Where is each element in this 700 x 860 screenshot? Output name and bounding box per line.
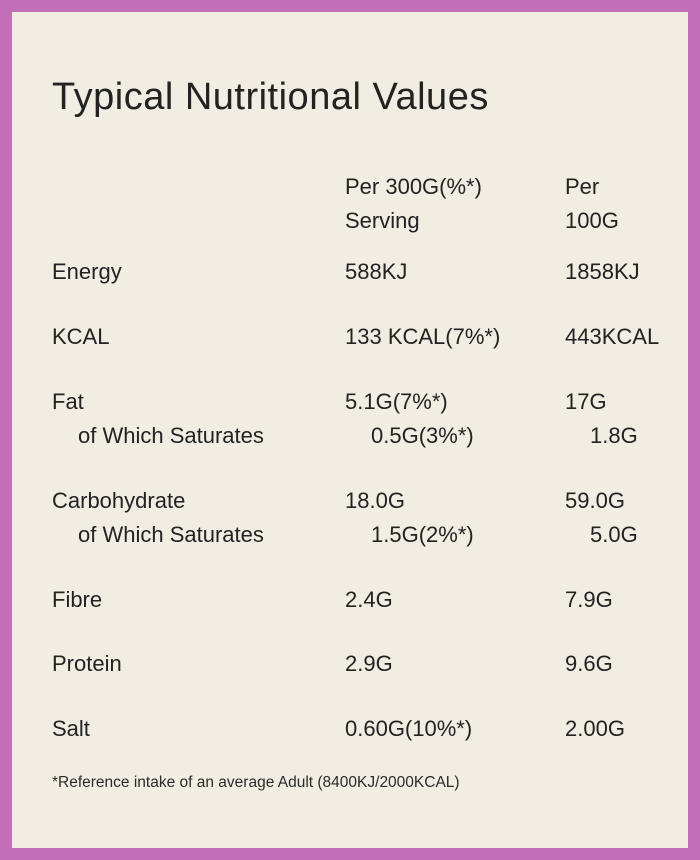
row-per100-protein: 9.6G	[565, 651, 613, 676]
reference-intake-footnote: *Reference intake of an average Adult (8…	[52, 774, 460, 791]
row-label-carb-saturates: of Which Saturates	[78, 522, 264, 547]
row-per100-carbohydrate: 59.0G	[565, 488, 625, 513]
row-serving-carbohydrate: 18.0G	[345, 488, 405, 513]
row-label-fat: Fat	[52, 389, 84, 414]
row-serving-carb-saturates: 1.5G(2%*)	[371, 522, 474, 547]
row-label-kcal: KCAL	[52, 324, 110, 349]
row-serving-salt: 0.60G(10%*)	[345, 716, 473, 741]
row-per100-kcal: 443KCAL	[565, 324, 660, 349]
header-per-serving-line1: Per 300G(%*)	[345, 174, 482, 199]
header-per-100g-line2: 100G	[565, 208, 619, 233]
nutrition-card: Typical Nutritional Values Per 300G(%*) …	[12, 12, 688, 848]
row-per100-fat: 17G	[565, 389, 607, 414]
header-per-serving-line2: Serving	[345, 208, 420, 233]
row-per100-salt: 2.00G	[565, 716, 625, 741]
row-serving-protein: 2.9G	[345, 651, 393, 676]
row-label-carbohydrate: Carbohydrate	[52, 488, 186, 513]
row-serving-fat: 5.1G(7%*)	[345, 389, 448, 414]
header-per-100g-line1: Per	[565, 174, 600, 199]
row-per100-energy: 1858KJ	[565, 259, 640, 284]
row-label-protein: Protein	[52, 651, 122, 676]
row-label-energy: Energy	[52, 259, 122, 284]
row-label-fibre: Fibre	[52, 587, 103, 612]
row-per100-fat-saturates: 1.8G	[590, 423, 638, 448]
row-per100-fibre: 7.9G	[565, 587, 613, 612]
row-serving-fibre: 2.4G	[345, 587, 393, 612]
row-label-fat-saturates: of Which Saturates	[78, 423, 264, 448]
page-title: Typical Nutritional Values	[52, 76, 489, 118]
row-per100-carb-saturates: 5.0G	[590, 522, 638, 547]
row-label-salt: Salt	[52, 716, 90, 741]
row-serving-fat-saturates: 0.5G(3%*)	[371, 423, 474, 448]
row-serving-kcal: 133 KCAL(7%*)	[345, 324, 501, 349]
row-serving-energy: 588KJ	[345, 259, 408, 284]
